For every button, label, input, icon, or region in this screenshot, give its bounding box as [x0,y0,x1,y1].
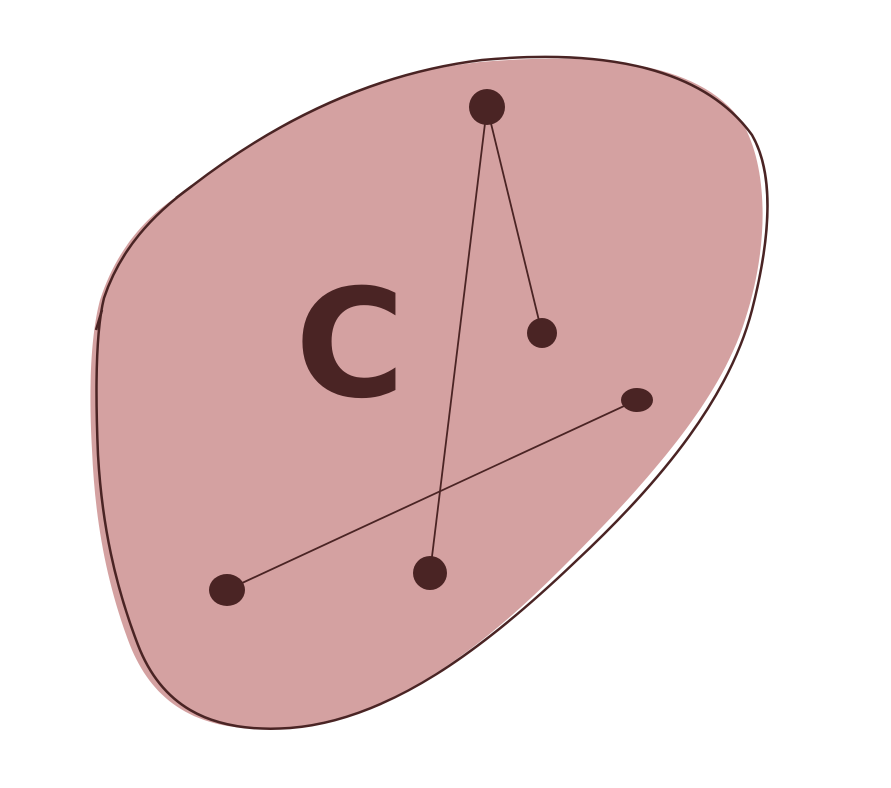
edge-n1-n5 [429,106,488,574]
edge-n3-n4 [226,399,638,591]
edge-n1-n2 [486,106,543,334]
sketch-stroke [94,309,104,331]
set-label: C [295,258,405,432]
nodes-layer [209,89,653,606]
node-n2 [527,318,557,348]
node-n3 [621,388,653,412]
edges-layer [226,106,638,591]
set-region-fill [90,58,763,729]
node-n1 [469,89,505,125]
node-n5 [413,556,447,590]
node-n4 [209,574,245,606]
set-region-outline [95,55,769,730]
sketch-stroke [175,185,193,199]
